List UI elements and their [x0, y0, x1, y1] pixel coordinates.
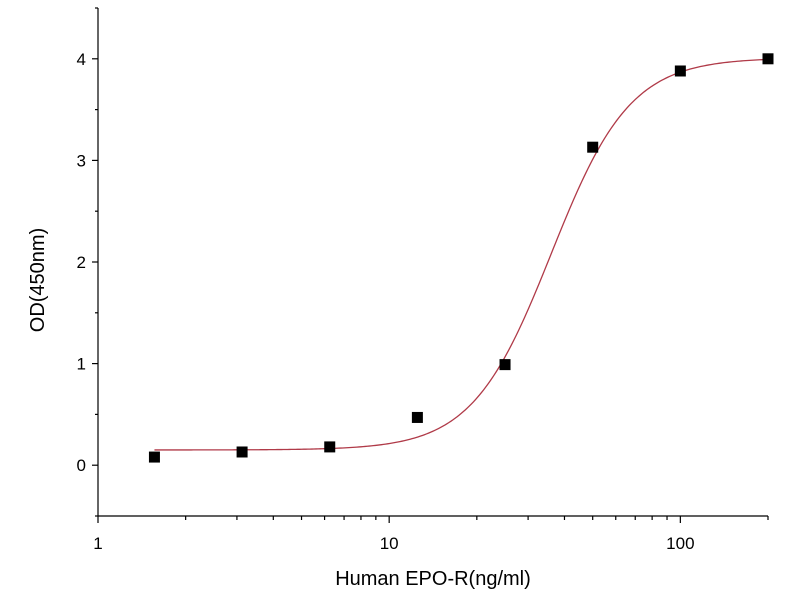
y-tick-label: 3 — [77, 151, 86, 170]
x-tick-label: 100 — [666, 534, 694, 553]
data-point — [411, 411, 423, 423]
data-point — [236, 446, 248, 458]
x-axis-label: Human EPO-R(ng/ml) — [335, 568, 531, 590]
x-tick-label: 1 — [93, 534, 102, 553]
data-point — [324, 441, 336, 453]
data-point — [499, 359, 511, 371]
y-tick-label: 0 — [77, 456, 86, 475]
x-ticks-layer: 1 10 100 — [93, 516, 769, 553]
data-points-layer — [148, 53, 774, 463]
y-tick-label: 2 — [77, 253, 86, 272]
data-point — [587, 141, 599, 153]
y-ticks-layer: 0 1 2 3 4 — [77, 7, 98, 517]
x-tick-label: 10 — [380, 534, 399, 553]
fit-curve — [154, 58, 769, 451]
y-axis-label: OD(450nm) — [27, 228, 49, 332]
y-tick-label: 1 — [77, 355, 86, 374]
data-point — [148, 451, 160, 463]
y-tick-label: 4 — [77, 50, 86, 69]
data-point — [674, 65, 686, 77]
data-point — [762, 53, 774, 65]
fit-curve-layer — [154, 58, 769, 451]
